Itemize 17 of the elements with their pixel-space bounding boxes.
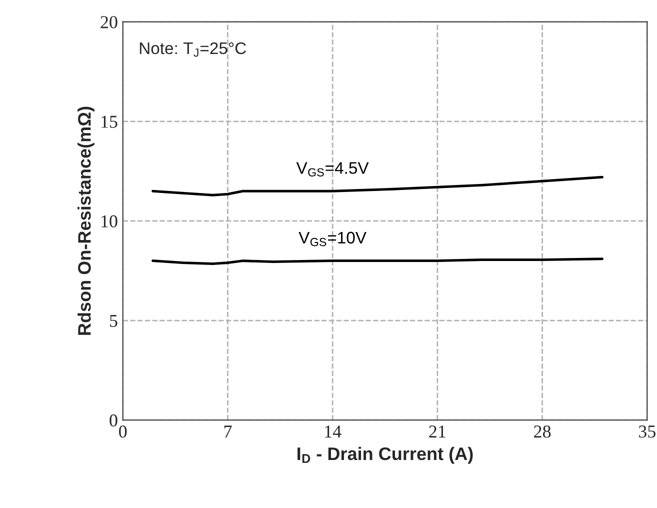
y-axis-title: Rdson On-Resistance(mΩ): [78, 106, 94, 335]
x-tick-label: 35: [638, 426, 656, 438]
series-label: V$_{GS}$=4.5V: [296, 162, 369, 176]
x-tick-label: 14: [325, 426, 342, 438]
x-tick-label: 7: [224, 426, 232, 438]
line-series: [152, 176, 604, 196]
y-tick-label: 15: [102, 116, 118, 128]
y-tick-label: 0: [110, 414, 118, 427]
x-axis-title: I$_{D}$ - Drain Current (A): [298, 446, 473, 464]
x-tick-label: 28: [534, 426, 551, 438]
x-tick-label: 0: [119, 426, 127, 438]
y-tick-label: 20: [100, 16, 118, 28]
annotation: Note: T$_{J}$=25°C: [140, 42, 246, 57]
y-tick-label: 5: [110, 314, 118, 327]
y-tick-label: 10: [102, 215, 118, 228]
x-tick-label: 21: [429, 426, 446, 438]
series-label: V$_{GS}$=10V: [298, 232, 366, 246]
